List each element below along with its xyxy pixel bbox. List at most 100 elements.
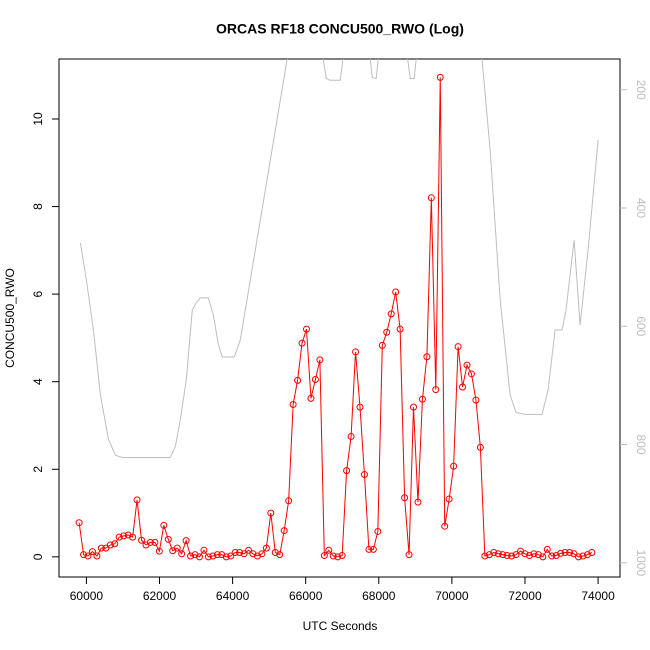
data-point: [88, 548, 96, 556]
data-point: [155, 547, 163, 555]
y2-tick-label: 800: [634, 435, 648, 455]
data-point: [432, 386, 440, 394]
data-point: [106, 541, 114, 549]
data-point: [231, 548, 239, 556]
data-point: [481, 552, 489, 560]
data-point: [338, 552, 346, 560]
data-point: [311, 376, 319, 384]
plot-area: [75, 59, 599, 561]
data-point: [566, 548, 574, 556]
data-point: [160, 521, 168, 529]
data-point: [298, 339, 306, 347]
data-point: [280, 527, 288, 535]
data-point: [120, 532, 128, 540]
data-point: [454, 343, 462, 351]
chart-title: ORCAS RF18 CONCU500_RWO (Log): [216, 21, 464, 37]
y-tick-label: 10: [31, 112, 45, 126]
data-point: [410, 403, 418, 411]
data-point: [352, 348, 360, 356]
data-point: [115, 533, 123, 541]
data-point: [418, 395, 426, 403]
x-tick-label: 62000: [143, 589, 177, 603]
data-point: [508, 552, 516, 560]
data-point: [360, 471, 368, 479]
data-point: [302, 325, 310, 333]
data-point: [401, 494, 409, 502]
y-axis-label: CONCU500_RWO: [3, 268, 17, 368]
data-point: [138, 536, 146, 544]
data-point: [494, 550, 502, 558]
data-point: [334, 553, 342, 561]
data-point: [543, 545, 551, 553]
data-point: [369, 545, 377, 553]
data-point: [276, 551, 284, 559]
data-point: [365, 545, 373, 553]
data-point: [472, 396, 480, 404]
data-point: [289, 400, 297, 408]
data-point: [561, 548, 569, 556]
data-point: [512, 551, 520, 559]
data-point: [151, 538, 159, 546]
data-point: [374, 527, 382, 535]
data-point: [378, 341, 386, 349]
data-point: [307, 394, 315, 402]
x-tick-label: 60000: [70, 589, 104, 603]
data-point: [146, 538, 154, 546]
data-point: [213, 551, 221, 559]
data-point: [320, 552, 328, 560]
data-point: [294, 376, 302, 384]
data-point: [445, 495, 453, 503]
plot-frame: [58, 58, 621, 578]
data-point: [441, 522, 449, 530]
x-tick-label: 68000: [362, 589, 396, 603]
x-tick-label: 66000: [289, 589, 323, 603]
data-point: [405, 551, 413, 559]
data-point: [463, 361, 471, 369]
x-tick-label: 70000: [435, 589, 469, 603]
data-point: [392, 288, 400, 296]
data-point: [503, 552, 511, 560]
data-point: [387, 310, 395, 318]
data-point: [383, 328, 391, 336]
data-point: [436, 73, 444, 81]
data-point: [258, 550, 266, 558]
data-point: [539, 553, 547, 561]
data-point: [173, 544, 181, 552]
data-point: [329, 552, 337, 560]
x-tick-label: 72000: [508, 589, 542, 603]
data-point: [178, 550, 186, 558]
data-point: [187, 552, 195, 560]
data-point: [209, 552, 217, 560]
data-point: [525, 552, 533, 560]
data-point: [240, 550, 248, 558]
x-tick-label: 74000: [581, 589, 615, 603]
data-point: [588, 548, 596, 556]
data-point: [262, 544, 270, 552]
y2-tick-label: 400: [634, 198, 648, 218]
data-point: [414, 498, 422, 506]
data-point: [316, 356, 324, 364]
data-point: [200, 546, 208, 554]
data-point: [530, 550, 538, 558]
y-tick-label: 8: [31, 203, 45, 210]
data-point: [450, 462, 458, 470]
data-point: [84, 552, 92, 560]
series-line: [78, 77, 593, 558]
data-point: [396, 325, 404, 333]
data-point: [236, 548, 244, 556]
data-point: [557, 549, 565, 557]
data-point: [343, 467, 351, 475]
data-point: [347, 432, 355, 440]
data-point: [285, 497, 293, 505]
y2-tick-label: 600: [634, 316, 648, 336]
data-point: [579, 552, 587, 560]
data-point: [222, 553, 230, 561]
data-point: [75, 519, 83, 527]
data-point: [111, 540, 119, 548]
data-point: [548, 552, 556, 560]
data-point: [476, 443, 484, 451]
data-point: [356, 403, 364, 411]
data-point: [204, 553, 212, 561]
